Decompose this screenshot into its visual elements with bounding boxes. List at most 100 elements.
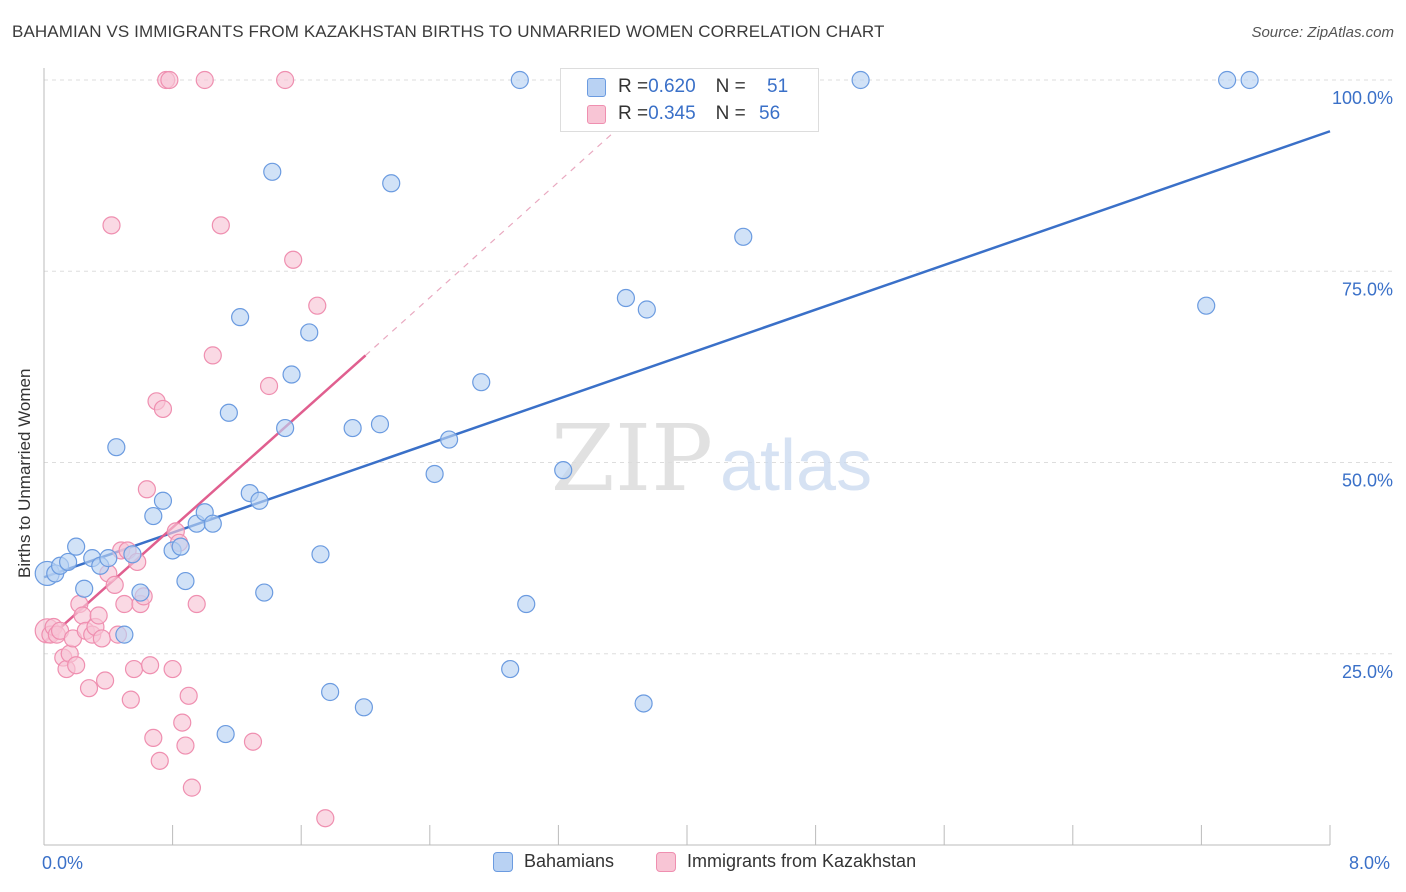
- kazakhstan-swatch: [587, 104, 606, 124]
- point-bahamians: [501, 659, 520, 679]
- point-kazakhstan: [124, 659, 144, 679]
- n-label: N =: [715, 76, 752, 97]
- point-kazakhstan: [160, 70, 179, 90]
- source-label: Source: ZipAtlas.com: [1251, 24, 1394, 41]
- point-bahamians: [75, 579, 94, 598]
- point-bahamians: [634, 694, 653, 713]
- point-kazakhstan: [67, 656, 86, 675]
- point-kazakhstan: [203, 346, 222, 365]
- point-bahamians: [382, 174, 401, 193]
- point-kazakhstan: [259, 376, 279, 396]
- grid-lines: [44, 79, 1392, 655]
- point-bahamians: [144, 506, 163, 526]
- point-kazakhstan: [137, 480, 156, 499]
- point-bahamians: [250, 491, 269, 510]
- point-bahamians: [203, 514, 222, 533]
- point-bahamians: [1218, 70, 1237, 90]
- point-bahamians: [370, 415, 390, 434]
- axes: [43, 68, 1331, 846]
- trend-line-kazakhstan: [43, 354, 367, 644]
- point-bahamians: [300, 323, 319, 342]
- point-bahamians: [99, 549, 118, 568]
- point-kazakhstan: [187, 594, 206, 614]
- watermark-atlas: atlas: [720, 426, 872, 506]
- point-bahamians: [517, 594, 536, 614]
- point-kazakhstan: [79, 679, 99, 698]
- point-bahamians: [176, 571, 195, 591]
- r-label: R =: [618, 76, 649, 97]
- point-kazakhstan: [144, 728, 163, 748]
- point-kazakhstan: [163, 659, 182, 679]
- legend-label-kazakhstan: Immigrants from Kazakhstan: [687, 851, 917, 871]
- point-kazakhstan: [182, 778, 201, 797]
- point-bahamians: [510, 70, 529, 90]
- point-kazakhstan: [211, 216, 230, 235]
- r-value: 0.345: [648, 103, 696, 124]
- point-bahamians: [67, 537, 86, 556]
- point-bahamians: [219, 403, 238, 422]
- point-kazakhstan: [308, 296, 327, 315]
- bahamians-legend-swatch: [493, 851, 513, 872]
- trend-line-kazakhstan-extension: [365, 94, 656, 356]
- bahamians-swatch: [587, 77, 606, 97]
- point-bahamians: [153, 491, 173, 510]
- point-bahamians: [1197, 296, 1216, 315]
- point-kazakhstan: [243, 732, 263, 751]
- point-bahamians: [171, 537, 190, 556]
- point-bahamians: [734, 227, 753, 246]
- data-points: [34, 70, 1259, 828]
- point-bahamians: [425, 464, 444, 484]
- point-bahamians: [216, 724, 235, 744]
- point-kazakhstan: [173, 713, 192, 732]
- point-bahamians: [1240, 70, 1259, 90]
- point-kazakhstan: [153, 399, 173, 419]
- point-bahamians: [439, 430, 459, 449]
- point-kazakhstan: [102, 216, 121, 235]
- point-kazakhstan: [115, 594, 134, 614]
- point-kazakhstan: [92, 629, 111, 648]
- y-tick-label: 100.0%: [1332, 88, 1393, 108]
- point-kazakhstan: [179, 686, 198, 705]
- point-bahamians: [343, 418, 362, 438]
- point-bahamians: [59, 552, 78, 572]
- stats-row-bahamians: R = 0.620 N = 51: [587, 75, 788, 99]
- point-kazakhstan: [284, 250, 303, 269]
- point-bahamians: [637, 300, 656, 319]
- point-bahamians: [131, 583, 150, 602]
- point-kazakhstan: [316, 809, 335, 828]
- x-min-label: 0.0%: [42, 853, 84, 873]
- point-kazakhstan: [150, 751, 169, 770]
- legend-label-bahamians: Bahamians: [524, 851, 615, 871]
- point-bahamians: [231, 308, 250, 327]
- point-bahamians: [851, 70, 870, 90]
- point-bahamians: [321, 682, 340, 702]
- point-bahamians: [311, 545, 330, 564]
- y-tick-labels: 25.0% 50.0% 75.0% 100.0%: [1332, 88, 1393, 682]
- x-max-label: 8.0%: [1349, 853, 1391, 873]
- point-kazakhstan: [176, 736, 195, 755]
- point-kazakhstan: [195, 70, 214, 90]
- legend-item-bahamians: Bahamians: [493, 851, 614, 872]
- point-bahamians: [554, 461, 573, 480]
- chart-title: BAHAMIAN VS IMMIGRANTS FROM KAZAKHSTAN B…: [12, 22, 885, 41]
- point-kazakhstan: [121, 690, 140, 709]
- watermark: ZIP atlas: [551, 405, 872, 512]
- point-bahamians: [282, 365, 301, 384]
- point-bahamians: [276, 418, 295, 438]
- n-value: 56: [759, 103, 781, 124]
- series-legend: Bahamians Immigrants from Kazakhstan: [0, 851, 1406, 877]
- stats-legend: R = 0.620 N = 51 R = 0.345 N = 56: [560, 68, 819, 132]
- y-tick-label: 50.0%: [1342, 471, 1393, 491]
- r-value: 0.620: [648, 76, 696, 97]
- kazakhstan-legend-swatch: [656, 851, 676, 872]
- point-kazakhstan: [140, 656, 160, 675]
- point-kazakhstan: [276, 70, 295, 90]
- n-label: N =: [715, 103, 752, 124]
- legend-item-kazakhstan: Immigrants from Kazakhstan: [656, 851, 916, 872]
- point-bahamians: [616, 288, 636, 308]
- point-bahamians: [107, 438, 126, 457]
- point-bahamians: [263, 162, 282, 181]
- point-bahamians: [472, 373, 491, 392]
- n-value: 51: [767, 76, 789, 97]
